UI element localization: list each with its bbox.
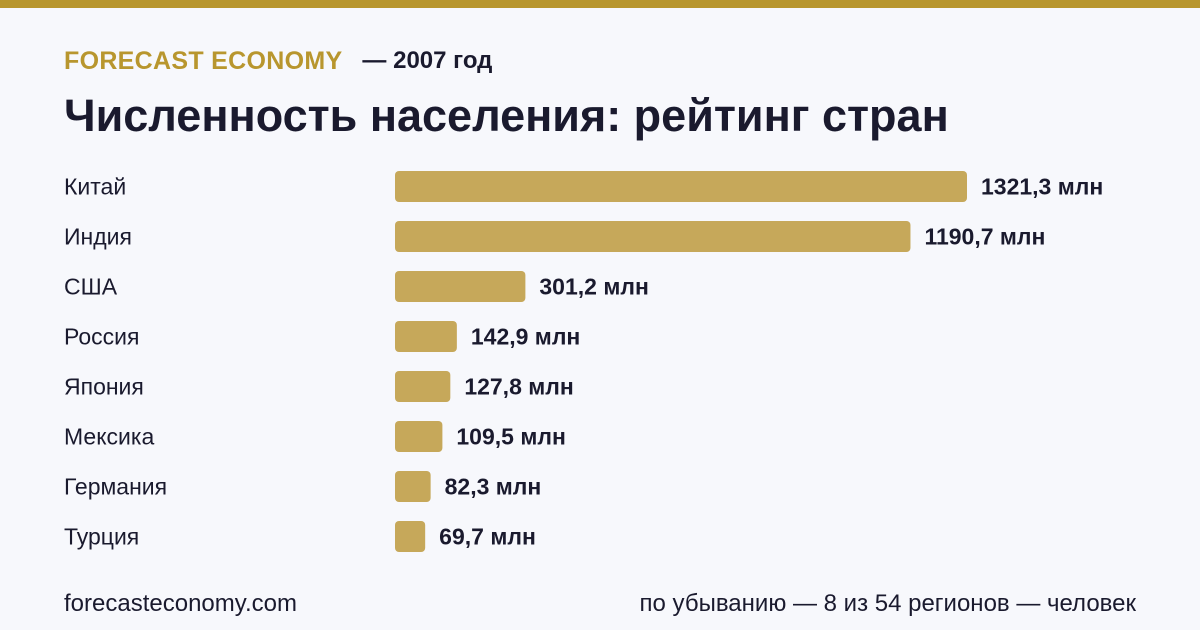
- bar: [395, 471, 431, 502]
- page-title: Численность населения: рейтинг стран: [64, 90, 949, 141]
- category-label: США: [64, 274, 118, 300]
- year-label: — 2007 год: [362, 47, 493, 74]
- footer-site[interactable]: forecasteconomy.com: [64, 590, 297, 617]
- category-label: Япония: [64, 374, 144, 400]
- value-label: 142,9 млн: [471, 324, 580, 350]
- top-accent-bar: [0, 0, 1200, 8]
- category-label: Турция: [64, 524, 139, 550]
- category-label: Индия: [64, 224, 132, 250]
- bar: [395, 271, 526, 302]
- value-label: 1321,3 млн: [981, 174, 1103, 200]
- value-label: 301,2 млн: [539, 274, 648, 300]
- value-label: 82,3 млн: [445, 474, 542, 500]
- bar: [395, 421, 443, 452]
- category-label: Китай: [64, 174, 126, 200]
- bar: [395, 221, 911, 252]
- bar: [395, 321, 457, 352]
- value-label: 69,7 млн: [439, 524, 536, 550]
- value-label: 127,8 млн: [464, 374, 573, 400]
- category-label: Германия: [64, 474, 167, 500]
- footer-note: по убыванию — 8 из 54 регионов — человек: [639, 590, 1136, 617]
- bar: [395, 521, 426, 552]
- bar: [395, 171, 967, 202]
- value-label: 109,5 млн: [456, 424, 565, 450]
- brand-label: FORECAST ECONOMY: [64, 46, 343, 75]
- bar: [395, 371, 451, 402]
- category-label: Россия: [64, 324, 139, 350]
- category-label: Мексика: [64, 424, 154, 450]
- header: FORECAST ECONOMY — 2007 год: [64, 46, 492, 76]
- value-label: 1190,7 млн: [924, 224, 1045, 250]
